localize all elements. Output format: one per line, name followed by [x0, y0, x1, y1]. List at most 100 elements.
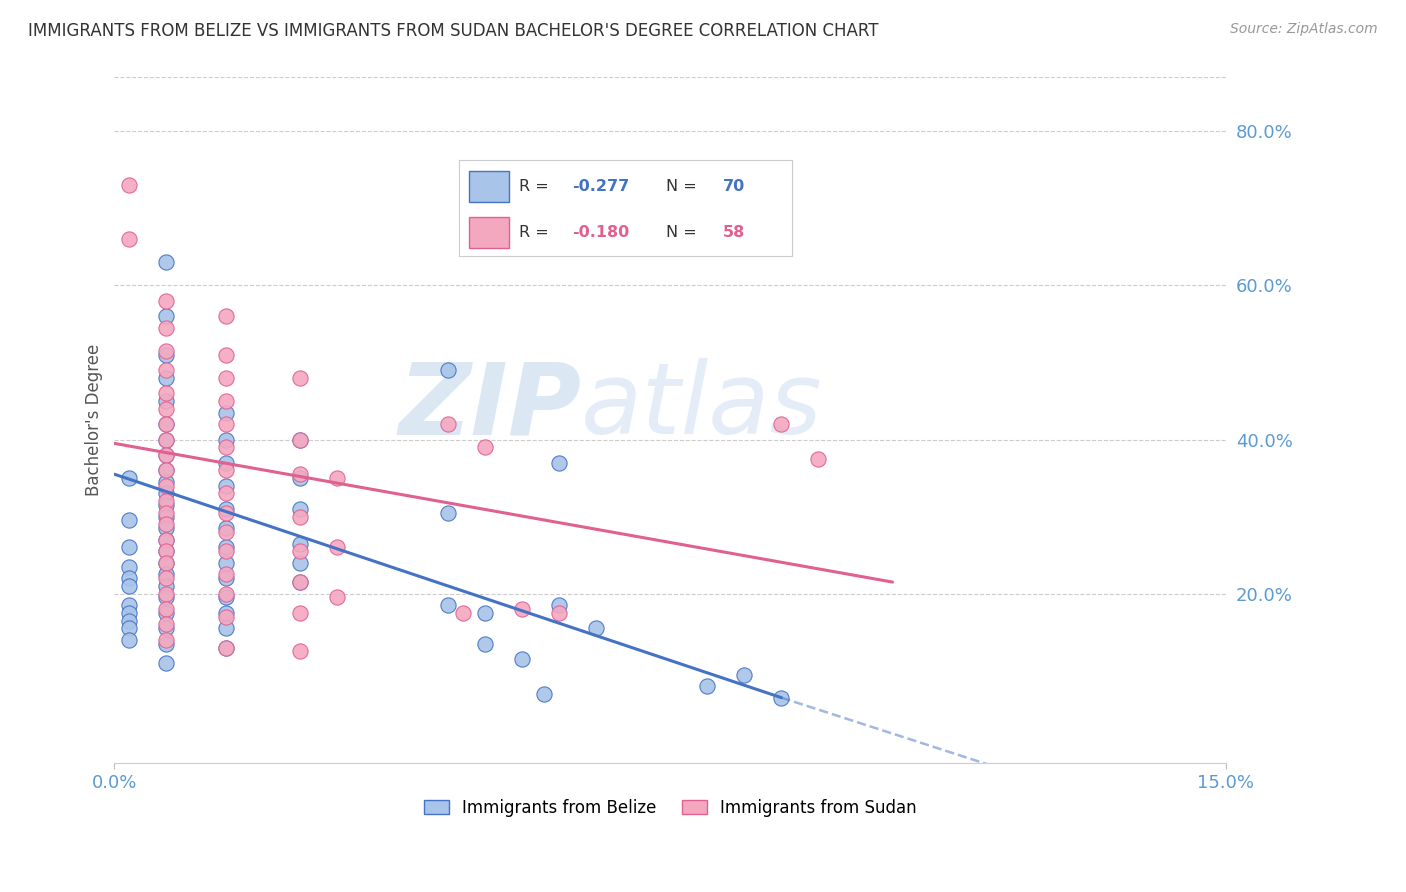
Point	[214, 406, 236, 420]
Point	[214, 417, 236, 431]
Text: IMMIGRANTS FROM BELIZE VS IMMIGRANTS FROM SUDAN BACHELOR'S DEGREE CORRELATION CH: IMMIGRANTS FROM BELIZE VS IMMIGRANTS FRO…	[28, 22, 879, 40]
Point	[214, 521, 236, 535]
Point	[288, 433, 311, 447]
Point	[474, 440, 496, 454]
Point	[118, 571, 141, 585]
Text: Source: ZipAtlas.com: Source: ZipAtlas.com	[1230, 22, 1378, 37]
Point	[733, 667, 755, 681]
Point	[288, 575, 311, 590]
Point	[155, 401, 177, 416]
Point	[214, 348, 236, 362]
Point	[288, 606, 311, 620]
Point	[214, 640, 236, 655]
Point	[155, 348, 177, 362]
Point	[155, 417, 177, 431]
Point	[474, 606, 496, 620]
Point	[155, 533, 177, 547]
Point	[325, 541, 347, 555]
Point	[155, 255, 177, 269]
Point	[155, 637, 177, 651]
Point	[155, 363, 177, 377]
Point	[118, 598, 141, 612]
Point	[155, 417, 177, 431]
Legend: Immigrants from Belize, Immigrants from Sudan: Immigrants from Belize, Immigrants from …	[418, 792, 924, 823]
Point	[214, 440, 236, 454]
Point	[155, 621, 177, 635]
Point	[548, 456, 571, 470]
Point	[214, 501, 236, 516]
Point	[214, 621, 236, 635]
Point	[155, 293, 177, 308]
Point	[214, 486, 236, 500]
Point	[214, 524, 236, 539]
Point	[155, 371, 177, 385]
Point	[155, 479, 177, 493]
Point	[155, 587, 177, 601]
Point	[214, 640, 236, 655]
Point	[288, 501, 311, 516]
Point	[288, 644, 311, 658]
Point	[155, 433, 177, 447]
Point	[118, 178, 141, 193]
Point	[548, 606, 571, 620]
Point	[548, 598, 571, 612]
Point	[155, 556, 177, 570]
Point	[155, 310, 177, 324]
Point	[155, 617, 177, 632]
Point	[155, 498, 177, 512]
Point	[118, 541, 141, 555]
Point	[437, 417, 460, 431]
Point	[437, 363, 460, 377]
Point	[288, 371, 311, 385]
Point	[155, 556, 177, 570]
Point	[325, 471, 347, 485]
Point	[288, 509, 311, 524]
Point	[118, 471, 141, 485]
Point	[214, 567, 236, 582]
Point	[214, 456, 236, 470]
Point	[155, 486, 177, 500]
Point	[288, 467, 311, 482]
Point	[214, 433, 236, 447]
Point	[214, 541, 236, 555]
Point	[214, 371, 236, 385]
Point	[214, 556, 236, 570]
Point	[214, 463, 236, 477]
Point	[155, 544, 177, 558]
Point	[155, 394, 177, 409]
Point	[118, 579, 141, 593]
Point	[288, 433, 311, 447]
Point	[155, 591, 177, 605]
Point	[155, 448, 177, 462]
Point	[155, 343, 177, 358]
Point	[155, 517, 177, 532]
Point	[214, 571, 236, 585]
Point	[288, 536, 311, 550]
Point	[214, 310, 236, 324]
Point	[214, 606, 236, 620]
Point	[118, 606, 141, 620]
Point	[155, 656, 177, 670]
Point	[155, 606, 177, 620]
Point	[214, 591, 236, 605]
Y-axis label: Bachelor's Degree: Bachelor's Degree	[86, 344, 103, 497]
Point	[451, 606, 474, 620]
Point	[118, 513, 141, 527]
Point	[155, 544, 177, 558]
Point	[118, 614, 141, 628]
Point	[155, 494, 177, 508]
Point	[155, 463, 177, 477]
Text: atlas: atlas	[581, 358, 823, 455]
Point	[510, 652, 533, 666]
Point	[288, 544, 311, 558]
Point	[214, 506, 236, 520]
Point	[155, 463, 177, 477]
Point	[155, 602, 177, 616]
Point	[585, 621, 607, 635]
Point	[155, 386, 177, 401]
Point	[155, 509, 177, 524]
Point	[155, 579, 177, 593]
Point	[214, 587, 236, 601]
Point	[214, 394, 236, 409]
Point	[325, 591, 347, 605]
